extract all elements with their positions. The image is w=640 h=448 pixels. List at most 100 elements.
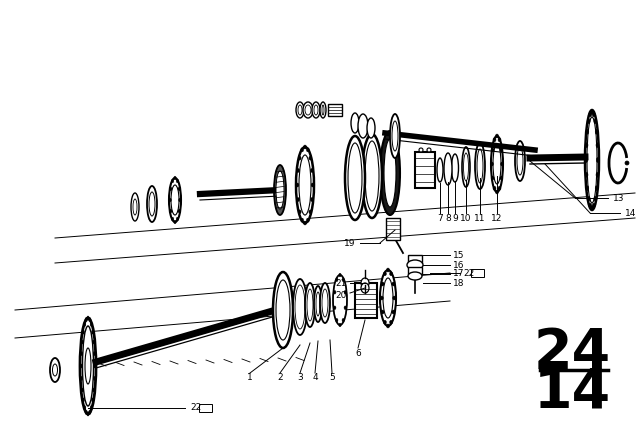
Text: 11: 11: [474, 214, 486, 223]
Ellipse shape: [276, 280, 290, 340]
Ellipse shape: [586, 186, 589, 191]
Ellipse shape: [495, 190, 499, 194]
Ellipse shape: [81, 340, 83, 344]
Ellipse shape: [587, 196, 590, 201]
Ellipse shape: [365, 141, 379, 211]
Ellipse shape: [339, 273, 341, 277]
Ellipse shape: [587, 119, 590, 124]
Ellipse shape: [169, 198, 172, 202]
Text: 8: 8: [445, 214, 451, 223]
Text: 3: 3: [297, 374, 303, 383]
Ellipse shape: [517, 147, 523, 175]
Ellipse shape: [296, 183, 299, 187]
Ellipse shape: [93, 364, 96, 368]
Ellipse shape: [595, 129, 598, 134]
Ellipse shape: [85, 410, 88, 414]
Ellipse shape: [171, 185, 179, 215]
Ellipse shape: [274, 165, 286, 215]
Ellipse shape: [342, 319, 344, 322]
Ellipse shape: [82, 398, 84, 402]
Text: 13: 13: [613, 194, 625, 202]
Ellipse shape: [293, 279, 307, 335]
Ellipse shape: [585, 158, 588, 163]
Ellipse shape: [335, 278, 338, 282]
Ellipse shape: [351, 113, 359, 133]
Ellipse shape: [298, 105, 302, 115]
Text: 17: 17: [453, 270, 465, 279]
Ellipse shape: [390, 114, 400, 158]
Ellipse shape: [625, 161, 629, 165]
Ellipse shape: [361, 283, 369, 293]
Ellipse shape: [361, 278, 369, 288]
Ellipse shape: [322, 105, 324, 115]
Ellipse shape: [93, 388, 95, 392]
Ellipse shape: [85, 318, 88, 322]
Ellipse shape: [298, 210, 301, 214]
Ellipse shape: [339, 323, 341, 327]
Ellipse shape: [301, 148, 303, 152]
Ellipse shape: [595, 186, 598, 191]
Ellipse shape: [309, 210, 312, 214]
Text: 18: 18: [453, 279, 465, 288]
Text: 24: 24: [533, 326, 611, 380]
Ellipse shape: [491, 148, 494, 152]
Ellipse shape: [149, 192, 155, 216]
Bar: [386, 218, 400, 240]
Ellipse shape: [314, 105, 318, 115]
Ellipse shape: [322, 289, 328, 317]
Text: 20: 20: [335, 290, 347, 300]
Text: 10: 10: [460, 214, 472, 223]
Ellipse shape: [594, 119, 597, 124]
Ellipse shape: [176, 217, 179, 221]
Ellipse shape: [495, 134, 499, 138]
Ellipse shape: [92, 330, 94, 334]
Ellipse shape: [90, 405, 93, 409]
Text: 14: 14: [533, 366, 611, 420]
Ellipse shape: [305, 105, 311, 115]
Ellipse shape: [381, 310, 384, 314]
Text: 12: 12: [492, 214, 502, 223]
Ellipse shape: [133, 199, 137, 215]
Ellipse shape: [380, 270, 396, 326]
Ellipse shape: [174, 176, 176, 180]
Ellipse shape: [427, 148, 431, 152]
Ellipse shape: [307, 148, 309, 152]
Ellipse shape: [80, 318, 96, 414]
Ellipse shape: [170, 209, 172, 213]
Ellipse shape: [383, 272, 387, 276]
Ellipse shape: [477, 149, 483, 183]
Ellipse shape: [592, 112, 595, 117]
Ellipse shape: [296, 102, 304, 118]
Text: 2: 2: [277, 374, 283, 383]
Text: 21: 21: [335, 279, 347, 288]
Ellipse shape: [309, 156, 312, 160]
Ellipse shape: [178, 209, 180, 213]
Ellipse shape: [52, 364, 58, 376]
Ellipse shape: [88, 318, 91, 322]
Ellipse shape: [367, 118, 375, 138]
Ellipse shape: [147, 186, 157, 222]
Ellipse shape: [444, 153, 452, 185]
Ellipse shape: [393, 296, 396, 300]
Ellipse shape: [596, 172, 599, 177]
Ellipse shape: [296, 147, 314, 223]
Bar: [328, 104, 342, 116]
Ellipse shape: [491, 136, 503, 192]
Ellipse shape: [80, 364, 83, 368]
Ellipse shape: [589, 203, 592, 208]
Ellipse shape: [87, 316, 89, 320]
Ellipse shape: [320, 283, 330, 323]
Bar: [415, 152, 435, 188]
Ellipse shape: [314, 286, 322, 322]
Ellipse shape: [475, 143, 485, 189]
Ellipse shape: [310, 198, 314, 202]
Ellipse shape: [408, 272, 422, 280]
Text: 14: 14: [625, 208, 636, 217]
Ellipse shape: [345, 136, 365, 220]
Ellipse shape: [498, 186, 501, 190]
Ellipse shape: [179, 198, 181, 202]
Ellipse shape: [296, 168, 300, 172]
Ellipse shape: [305, 283, 315, 327]
Ellipse shape: [333, 290, 336, 294]
Ellipse shape: [596, 158, 599, 163]
